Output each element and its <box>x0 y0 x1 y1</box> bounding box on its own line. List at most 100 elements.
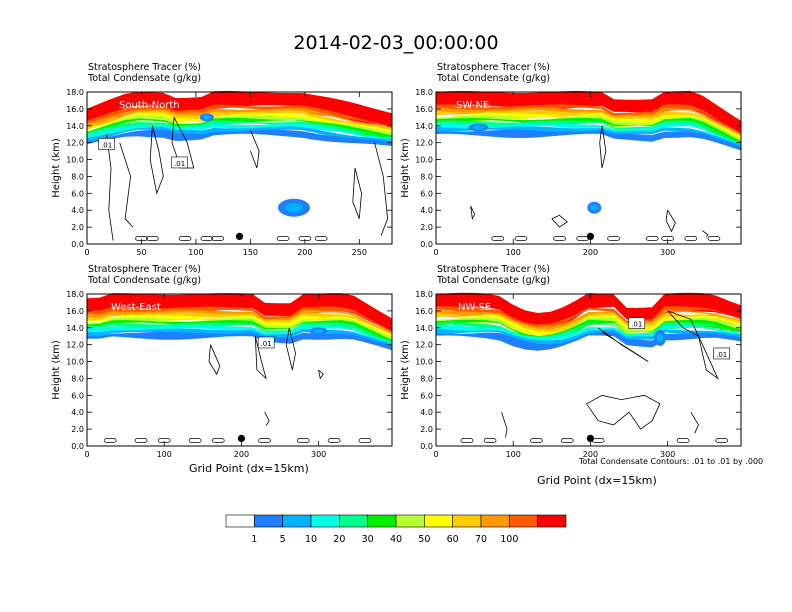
y-tick-label: 18.0 <box>415 290 433 299</box>
low-cloud-contour <box>134 438 148 443</box>
tracer-blob-core <box>472 125 484 130</box>
y-tick-label: 6.0 <box>420 391 433 400</box>
y-axis-label: Height (km) <box>51 138 62 198</box>
tracer-band <box>87 331 392 351</box>
low-cloud-contour <box>684 236 698 241</box>
panel-title-line2: Total Condensate (g/kg) <box>88 275 202 286</box>
x-tick-label: 200 <box>297 248 312 257</box>
contour-label-text: .01 <box>631 321 642 329</box>
x-tick-label: 0 <box>84 450 89 459</box>
panel-title-line1: Stratosphere Tracer (%) <box>437 62 550 73</box>
y-tick-label: 6.0 <box>71 189 84 198</box>
condensate-contour <box>119 142 134 228</box>
low-cloud-contour <box>146 236 159 241</box>
contour-label-text: .01 <box>716 351 727 359</box>
y-tick-label: 10.0 <box>415 358 433 367</box>
tracer-band <box>87 129 392 146</box>
x-tick-label: 100 <box>506 248 521 257</box>
low-cloud-contour <box>460 438 474 443</box>
x-tick-label: 100 <box>157 450 172 459</box>
y-tick-label: 0.0 <box>71 240 84 249</box>
tracer-blob-core <box>590 204 599 211</box>
panel-title-line1: Stratosphere Tracer (%) <box>88 62 201 73</box>
low-cloud-contour <box>530 438 543 443</box>
low-cloud-contour <box>553 236 566 241</box>
x-tick-label: 0 <box>433 450 438 459</box>
panel-title-south-north: Stratosphere Tracer (%) Total Condensate… <box>88 62 201 84</box>
tracer-band <box>87 315 392 338</box>
low-cloud-contour <box>296 438 310 443</box>
y-tick-label: 14.0 <box>66 324 84 333</box>
location-marker <box>235 232 244 240</box>
condensate-contour <box>501 412 508 438</box>
y-tick-label: 12.0 <box>415 139 433 148</box>
colorbar-swatch <box>310 514 340 528</box>
condensate-contour <box>352 167 362 219</box>
plot-frame <box>435 91 742 245</box>
panel-title-nw-se: Stratosphere Tracer (%) Total Condensate… <box>437 264 550 286</box>
colorbar-swatch <box>480 514 510 528</box>
low-cloud-contour <box>607 236 620 241</box>
y-tick-label: 4.0 <box>420 206 433 215</box>
y-tick-label: 0.0 <box>71 442 84 451</box>
colorbar-swatch <box>395 514 425 528</box>
low-cloud-contour <box>258 438 271 443</box>
condensate-contour <box>374 142 389 236</box>
tracer-band <box>436 306 741 330</box>
low-cloud-contour <box>707 236 721 241</box>
low-cloud-contour <box>645 236 659 241</box>
low-cloud-contour <box>276 236 290 241</box>
plot-frame <box>435 293 742 447</box>
y-tick-label: 14.0 <box>66 122 84 131</box>
y-tick-label: 12.0 <box>66 139 84 148</box>
panel-title-west-east: Stratosphere Tracer (%) Total Condensate… <box>88 264 201 286</box>
colorbar-label: 10 <box>305 534 317 545</box>
colorbar: 1 5 10 20 30 40 50 60 70 100 <box>225 514 567 545</box>
colorbar-swatch <box>225 514 255 528</box>
colorbar-swatch <box>339 514 368 528</box>
y-tick-label: 4.0 <box>420 408 433 417</box>
condensate-contour <box>285 327 296 371</box>
y-tick-label: 10.0 <box>66 358 84 367</box>
low-cloud-contour <box>314 236 328 241</box>
tracer-band <box>87 110 392 133</box>
x-axis-label-left: Grid Point (dx=15km) <box>189 462 309 475</box>
contour-label: .01 <box>713 347 730 360</box>
y-tick-label: 14.0 <box>415 122 433 131</box>
y-tick-label: 16.0 <box>415 307 433 316</box>
tracer-blob-core <box>285 203 303 213</box>
low-cloud-contour <box>178 236 192 241</box>
tracer-blob-core <box>202 115 211 120</box>
colorbar-swatch <box>282 514 312 528</box>
y-axis-label: Height (km) <box>51 340 62 400</box>
location-marker <box>586 434 595 442</box>
condensate-contour <box>208 344 221 376</box>
x-tick-label: 200 <box>234 450 249 459</box>
y-tick-label: 8.0 <box>71 172 84 181</box>
contour-label: .01 <box>171 156 188 169</box>
cross-section-label: SW-NE <box>456 100 489 111</box>
colorbar-label: 70 <box>475 534 487 545</box>
cross-section-label: NW-SE <box>458 302 491 313</box>
x-tick-label: 300 <box>660 248 675 257</box>
y-axis-label: Height (km) <box>400 340 411 400</box>
colorbar-label: 1 <box>251 534 257 545</box>
contour-label-text: .01 <box>261 340 272 348</box>
page-title: 2014-02-03_00:00:00 <box>293 32 499 54</box>
low-cloud-contour <box>211 438 225 443</box>
low-cloud-contour <box>188 438 202 443</box>
y-tick-label: 0.0 <box>420 442 433 451</box>
tracer-band <box>87 325 392 348</box>
condensate-contour <box>149 125 164 195</box>
contour-note: Total Condensate Contours: .01 to .01 by… <box>579 457 764 466</box>
tracer-band <box>436 123 741 149</box>
colorbar-swatch <box>537 514 567 528</box>
low-cloud-contour <box>200 236 214 241</box>
y-tick-label: 16.0 <box>66 307 84 316</box>
colorbar-label: 100 <box>500 534 518 545</box>
low-cloud-contour <box>358 438 372 443</box>
low-cloud-contour <box>560 438 574 443</box>
tracer-band <box>87 118 392 139</box>
colorbar-swatch <box>509 514 538 528</box>
tracer-band <box>436 313 741 336</box>
